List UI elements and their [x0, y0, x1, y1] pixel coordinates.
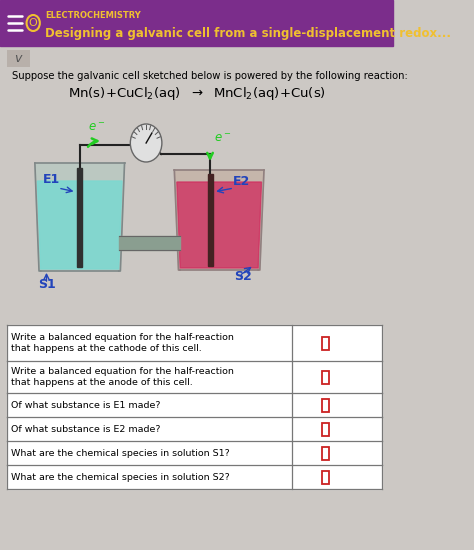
Bar: [322, 422, 329, 436]
Polygon shape: [7, 417, 382, 441]
Text: v: v: [15, 52, 22, 64]
Text: $e^-$: $e^-$: [88, 121, 105, 134]
Polygon shape: [118, 236, 180, 250]
Text: Of what substance is E1 made?: Of what substance is E1 made?: [11, 400, 160, 410]
Circle shape: [130, 124, 162, 162]
Bar: [322, 447, 329, 459]
Text: S2: S2: [234, 270, 252, 283]
Text: What are the chemical species in solution S2?: What are the chemical species in solutio…: [11, 472, 229, 481]
Text: S1: S1: [38, 278, 56, 291]
Bar: [7, 50, 30, 67]
Text: Write a balanced equation for the half-reaction
that happens at the anode of thi: Write a balanced equation for the half-r…: [11, 367, 234, 387]
Bar: [322, 470, 329, 483]
Polygon shape: [7, 393, 382, 417]
Polygon shape: [77, 168, 82, 267]
Polygon shape: [7, 441, 382, 465]
Polygon shape: [7, 325, 382, 361]
Text: O: O: [29, 18, 37, 28]
Polygon shape: [177, 182, 262, 268]
Text: $e^-$: $e^-$: [214, 132, 232, 145]
Text: Suppose the galvanic cell sketched below is powered by the following reaction:: Suppose the galvanic cell sketched below…: [12, 71, 407, 81]
Text: Of what substance is E2 made?: Of what substance is E2 made?: [11, 425, 160, 433]
Polygon shape: [7, 361, 382, 393]
Polygon shape: [7, 465, 382, 489]
Bar: [0, 0, 393, 46]
Text: ELECTROCHEMISTRY: ELECTROCHEMISTRY: [45, 10, 141, 19]
Polygon shape: [208, 174, 212, 266]
Text: Write a balanced equation for the half-reaction
that happens at the cathode of t: Write a balanced equation for the half-r…: [11, 333, 234, 353]
Text: Designing a galvanic cell from a single-displacement redox...: Designing a galvanic cell from a single-…: [45, 26, 451, 40]
Polygon shape: [35, 163, 125, 271]
Text: E2: E2: [232, 175, 250, 188]
Polygon shape: [174, 170, 264, 270]
Polygon shape: [37, 181, 122, 269]
Text: Mn(s)+CuCl$_2$(aq)  $\rightarrow$  MnCl$_2$(aq)+Cu(s): Mn(s)+CuCl$_2$(aq) $\rightarrow$ MnCl$_2…: [68, 85, 326, 102]
Bar: [322, 371, 329, 383]
Bar: [322, 337, 329, 349]
Bar: [322, 399, 329, 411]
Text: What are the chemical species in solution S1?: What are the chemical species in solutio…: [11, 448, 229, 458]
Text: E1: E1: [43, 173, 60, 186]
